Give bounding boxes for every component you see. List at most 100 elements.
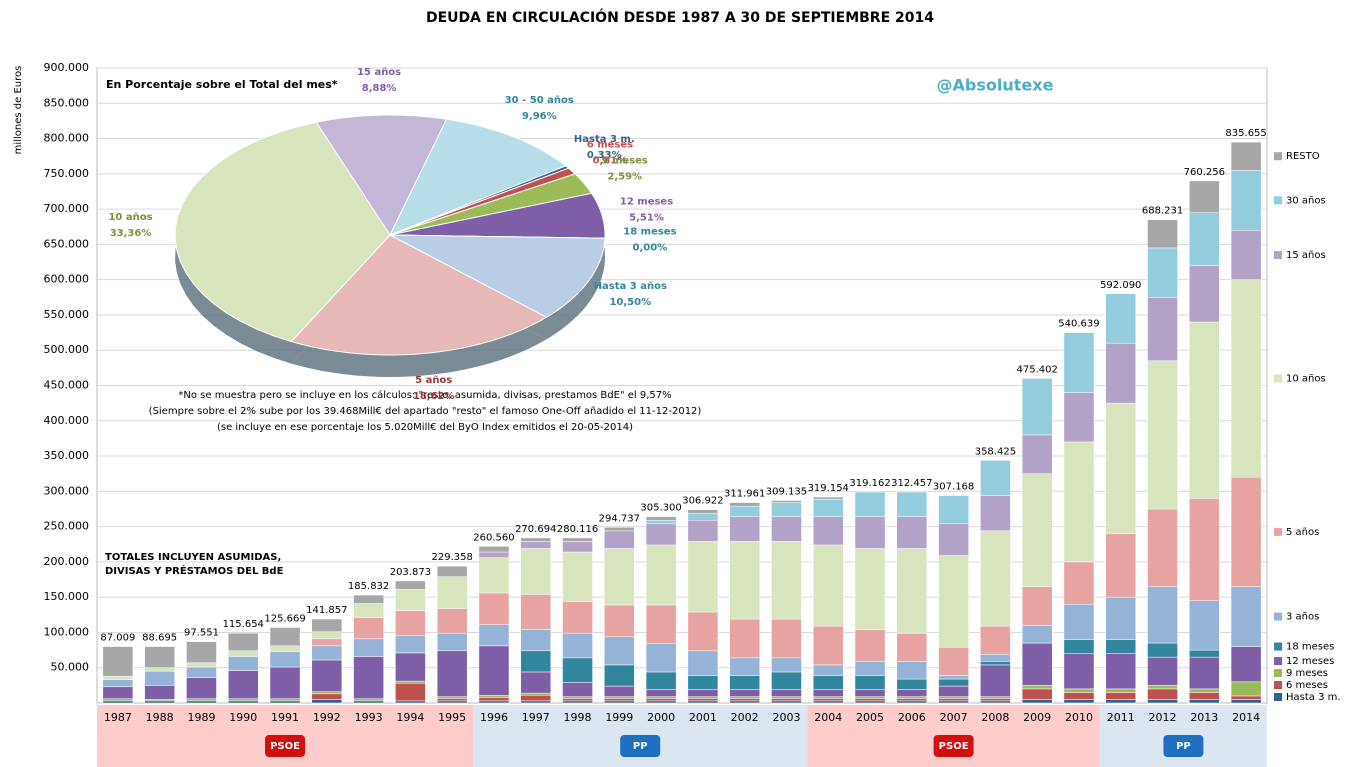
bar-segment <box>520 629 552 652</box>
bar-segment <box>854 516 886 549</box>
bar-segment <box>729 698 760 702</box>
bar-segment <box>771 698 802 702</box>
pie-slice <box>315 114 448 237</box>
x-tick-label: 2006 <box>898 711 926 724</box>
bar-segment <box>1147 297 1178 362</box>
bar-segment <box>1021 685 1053 690</box>
pie-value-label: 0,00% <box>633 242 668 253</box>
pie-slice <box>389 234 606 318</box>
bar-segment <box>1021 473 1053 587</box>
bar-segment <box>604 685 635 697</box>
bar-segment <box>562 698 593 702</box>
y-tick-label: 600.000 <box>44 273 90 286</box>
bar-segment <box>144 700 175 704</box>
y-tick-label: 250.000 <box>44 520 90 533</box>
x-tick-label: 1994 <box>396 711 424 724</box>
pie-slice <box>389 167 576 236</box>
pie-label: Hasta 3 m. <box>574 134 635 145</box>
bar-segment <box>687 520 719 542</box>
pie-slice <box>290 234 548 356</box>
pie-label: 15 años <box>357 67 401 78</box>
bar-segment <box>102 698 134 702</box>
x-tick-label: 2007 <box>940 711 968 724</box>
pie-value-label: 5,51% <box>629 213 664 224</box>
legend-label: 12 meses <box>1286 656 1334 667</box>
bar-segment <box>1147 219 1178 249</box>
bar-segment <box>980 664 1011 697</box>
bar-segment <box>771 500 802 503</box>
bar-segment <box>520 594 552 630</box>
pie-note: *No se muestra pero se incluye en los cá… <box>178 389 671 401</box>
bar-segment <box>645 544 677 606</box>
bar-segment <box>771 696 802 700</box>
y-tick-label: 800.000 <box>44 132 90 145</box>
bar-segment <box>687 689 719 697</box>
bar-segment <box>687 675 719 690</box>
legend-label: 30 años <box>1286 195 1326 206</box>
x-tick-label: 2010 <box>1065 711 1093 724</box>
bar-segment <box>478 624 510 647</box>
y-tick-label: 900.000 <box>44 61 90 74</box>
bar-segment <box>980 625 1011 655</box>
bar-segment <box>729 696 760 700</box>
y-tick-label: 100.000 <box>44 625 90 638</box>
bar-segment <box>353 594 384 604</box>
pie-value-label: 8,88% <box>362 83 397 94</box>
bar-segment <box>311 699 343 704</box>
bar-segment <box>436 696 468 700</box>
bar-segment <box>1063 603 1095 640</box>
x-tick-label: 1990 <box>229 711 257 724</box>
pie-slice <box>388 118 567 236</box>
bar-segment <box>938 685 969 697</box>
bar-segment <box>938 700 969 704</box>
total-label: 307.168 <box>933 482 974 493</box>
bar-segment <box>395 580 426 590</box>
x-tick-label: 1997 <box>522 711 550 724</box>
bar-segment <box>562 551 593 602</box>
bar-segment <box>687 512 719 521</box>
bar-segment <box>604 636 635 666</box>
bar-segment <box>854 629 886 662</box>
bar-segment <box>1189 321 1220 499</box>
total-label: 260.560 <box>473 532 514 543</box>
total-label: 358.425 <box>975 446 1016 457</box>
x-tick-label: 1988 <box>146 711 174 724</box>
bar-segment <box>604 530 635 549</box>
bar-segment <box>562 541 593 553</box>
bar-segment <box>687 650 719 676</box>
bar-segment <box>1230 695 1262 700</box>
legend-label: RESTO <box>1286 151 1320 162</box>
pie-value-label: 33,36% <box>110 228 152 239</box>
bar-segment <box>854 689 886 697</box>
bar-segment <box>478 697 510 702</box>
note: DIVISAS Y PRÉSTAMOS DEL BdE <box>105 564 284 577</box>
period-logo <box>265 735 306 757</box>
pie-label: 9 meses <box>602 155 648 166</box>
bar-segment <box>1063 692 1095 700</box>
bar-segment <box>102 646 134 677</box>
bar-segment <box>520 692 552 696</box>
bar-segment <box>645 643 677 673</box>
bar-segment <box>604 698 635 702</box>
bar-segment <box>436 650 468 697</box>
bar-segment <box>896 632 928 662</box>
bar-segment <box>562 601 593 634</box>
y-tick-label: 500.000 <box>44 343 90 356</box>
bar-segment <box>353 656 384 700</box>
legend-swatch <box>1274 657 1282 665</box>
bar-segment <box>269 627 301 647</box>
bar-segment <box>938 555 969 648</box>
total-label: 141.857 <box>306 605 347 616</box>
legend-label: Hasta 3 m. <box>1286 692 1341 703</box>
pie-label: 6 meses <box>587 139 633 150</box>
bar-segment <box>687 700 719 704</box>
bar-segment <box>395 700 426 704</box>
bar-segment <box>1189 265 1220 323</box>
bar-segment <box>269 666 301 700</box>
bar-segment <box>1189 688 1220 693</box>
x-tick-label: 2014 <box>1232 711 1260 724</box>
bar-segment <box>353 617 384 640</box>
bar-segment <box>1189 649 1220 658</box>
bar-segment <box>1105 293 1137 344</box>
bar-segment <box>729 657 760 676</box>
